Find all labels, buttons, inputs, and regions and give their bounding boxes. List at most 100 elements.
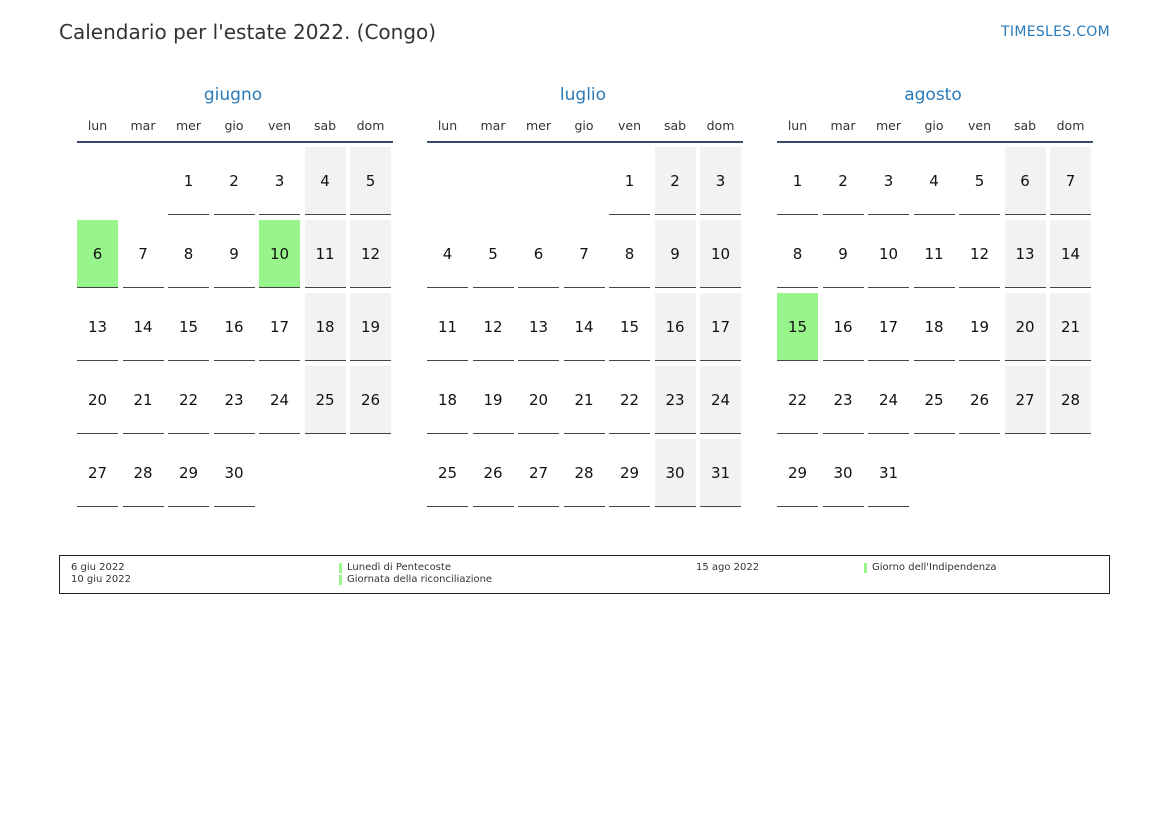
day-cell: 24: [868, 366, 909, 434]
day-grid: 1 2 3 4 5 6 7 8 9 10 11 12 13 14 15 16 17 18 19 20 21 22 23 24 2…: [777, 147, 1093, 507]
weekday-label: mer: [875, 118, 901, 133]
day-cell: 28: [563, 439, 605, 507]
day-cell: 13: [77, 293, 118, 361]
holiday-color-swatch: [339, 575, 342, 585]
day-cell: 8: [777, 220, 818, 288]
empty-cell: [77, 147, 118, 215]
day-cell: 25: [427, 439, 468, 507]
day-cell: 18: [304, 293, 346, 361]
weekday-label: gio: [574, 118, 594, 133]
day-cell: 3: [259, 147, 300, 215]
day-cell: 30: [822, 439, 864, 507]
day-cell: 24: [259, 366, 300, 434]
day-cell: 21: [122, 366, 164, 434]
day-cell: 15: [609, 293, 650, 361]
weekday-label: dom: [1056, 118, 1085, 133]
day-cell: 11: [304, 220, 346, 288]
empty-cell: [564, 147, 605, 215]
day-cell: 16: [654, 293, 696, 361]
day-cell: 5: [959, 147, 1000, 215]
weekday-label: ven: [967, 118, 991, 133]
holiday-day-cell: 10: [259, 220, 300, 288]
empty-cell: [427, 147, 468, 215]
weekday-label: mar: [480, 118, 506, 133]
weekday-header: lun mar mer gio ven sab dom: [77, 117, 393, 143]
weekday-label: dom: [356, 118, 385, 133]
day-cell: 18: [913, 293, 955, 361]
day-cell: 2: [822, 147, 864, 215]
weekday-label: lun: [437, 118, 458, 133]
day-cell: 19: [959, 293, 1000, 361]
day-cell: 22: [168, 366, 209, 434]
day-cell: 8: [609, 220, 650, 288]
month-title: agosto: [904, 85, 962, 105]
weekday-label: sab: [663, 118, 687, 133]
day-cell: 27: [518, 439, 559, 507]
day-cell: 3: [700, 147, 741, 215]
day-cell: 28: [122, 439, 164, 507]
day-cell: 17: [259, 293, 300, 361]
legend-holiday-label: Giornata della riconciliazione: [347, 574, 493, 585]
day-cell: 4: [304, 147, 346, 215]
day-cell: 23: [822, 366, 864, 434]
legend-holiday-label: Lunedì di Pentecoste: [347, 562, 451, 573]
site-link[interactable]: TIMESLES.COM: [1001, 24, 1110, 40]
day-cell: 22: [777, 366, 818, 434]
day-cell: 12: [959, 220, 1000, 288]
day-cell: 14: [122, 293, 164, 361]
day-cell: 17: [700, 293, 741, 361]
day-cell: 6: [518, 220, 559, 288]
day-cell: 11: [427, 293, 468, 361]
weekday-label: sab: [313, 118, 337, 133]
day-cell: 1: [168, 147, 209, 215]
day-cell: 28: [1050, 366, 1091, 434]
month-title: giugno: [203, 85, 263, 105]
day-cell: 23: [654, 366, 696, 434]
day-cell: 12: [350, 220, 391, 288]
day-cell: 5: [472, 220, 514, 288]
day-cell: 25: [304, 366, 346, 434]
day-cell: 14: [1050, 220, 1091, 288]
day-cell: 4: [913, 147, 955, 215]
weekday-label: lun: [787, 118, 808, 133]
day-cell: 20: [1004, 293, 1046, 361]
day-cell: 17: [868, 293, 909, 361]
day-cell: 12: [472, 293, 514, 361]
legend-date: 15 ago 2022: [696, 562, 760, 573]
weekday-label: ven: [267, 118, 291, 133]
day-cell: 25: [913, 366, 955, 434]
day-cell: 16: [822, 293, 864, 361]
day-cell: 4: [427, 220, 468, 288]
legend-holiday-name: Giornata della riconciliazione: [339, 574, 492, 586]
day-cell: 13: [1004, 220, 1046, 288]
day-cell: 29: [168, 439, 209, 507]
legend-date: 10 giu 2022: [71, 574, 131, 585]
day-grid: 1 2 3 4 5 6 7 8 9 10 11 12 13 14 15 16 17 18 19 20 21 22 23 24 2…: [427, 147, 743, 507]
day-cell: 29: [777, 439, 818, 507]
day-cell: 27: [1004, 366, 1046, 434]
weekday-label: mer: [525, 118, 551, 133]
weekday-label: gio: [224, 118, 244, 133]
day-cell: 7: [563, 220, 605, 288]
weekday-label: ven: [617, 118, 641, 133]
day-cell: 8: [168, 220, 209, 288]
holiday-day-cell: 6: [77, 220, 118, 288]
day-cell: 19: [472, 366, 514, 434]
day-cell: 11: [913, 220, 955, 288]
weekday-header: lun mar mer gio ven sab dom: [777, 117, 1093, 143]
day-cell: 29: [609, 439, 650, 507]
day-cell: 26: [472, 439, 514, 507]
day-cell: 18: [427, 366, 468, 434]
month-giugno: giugno lun mar mer gio ven sab dom 1 2 3 4 5 6 7 8 9 10 11…: [77, 84, 393, 507]
month-title: luglio: [559, 85, 607, 105]
weekday-label: dom: [706, 118, 735, 133]
day-cell: 7: [122, 220, 164, 288]
holiday-color-swatch: [864, 563, 867, 573]
legend-holiday-name: Lunedì di Pentecoste: [339, 562, 451, 574]
weekday-label: gio: [924, 118, 944, 133]
day-cell: 9: [213, 220, 255, 288]
holiday-color-swatch: [339, 563, 342, 573]
day-cell: 1: [777, 147, 818, 215]
day-cell: 16: [213, 293, 255, 361]
day-cell: 9: [822, 220, 864, 288]
